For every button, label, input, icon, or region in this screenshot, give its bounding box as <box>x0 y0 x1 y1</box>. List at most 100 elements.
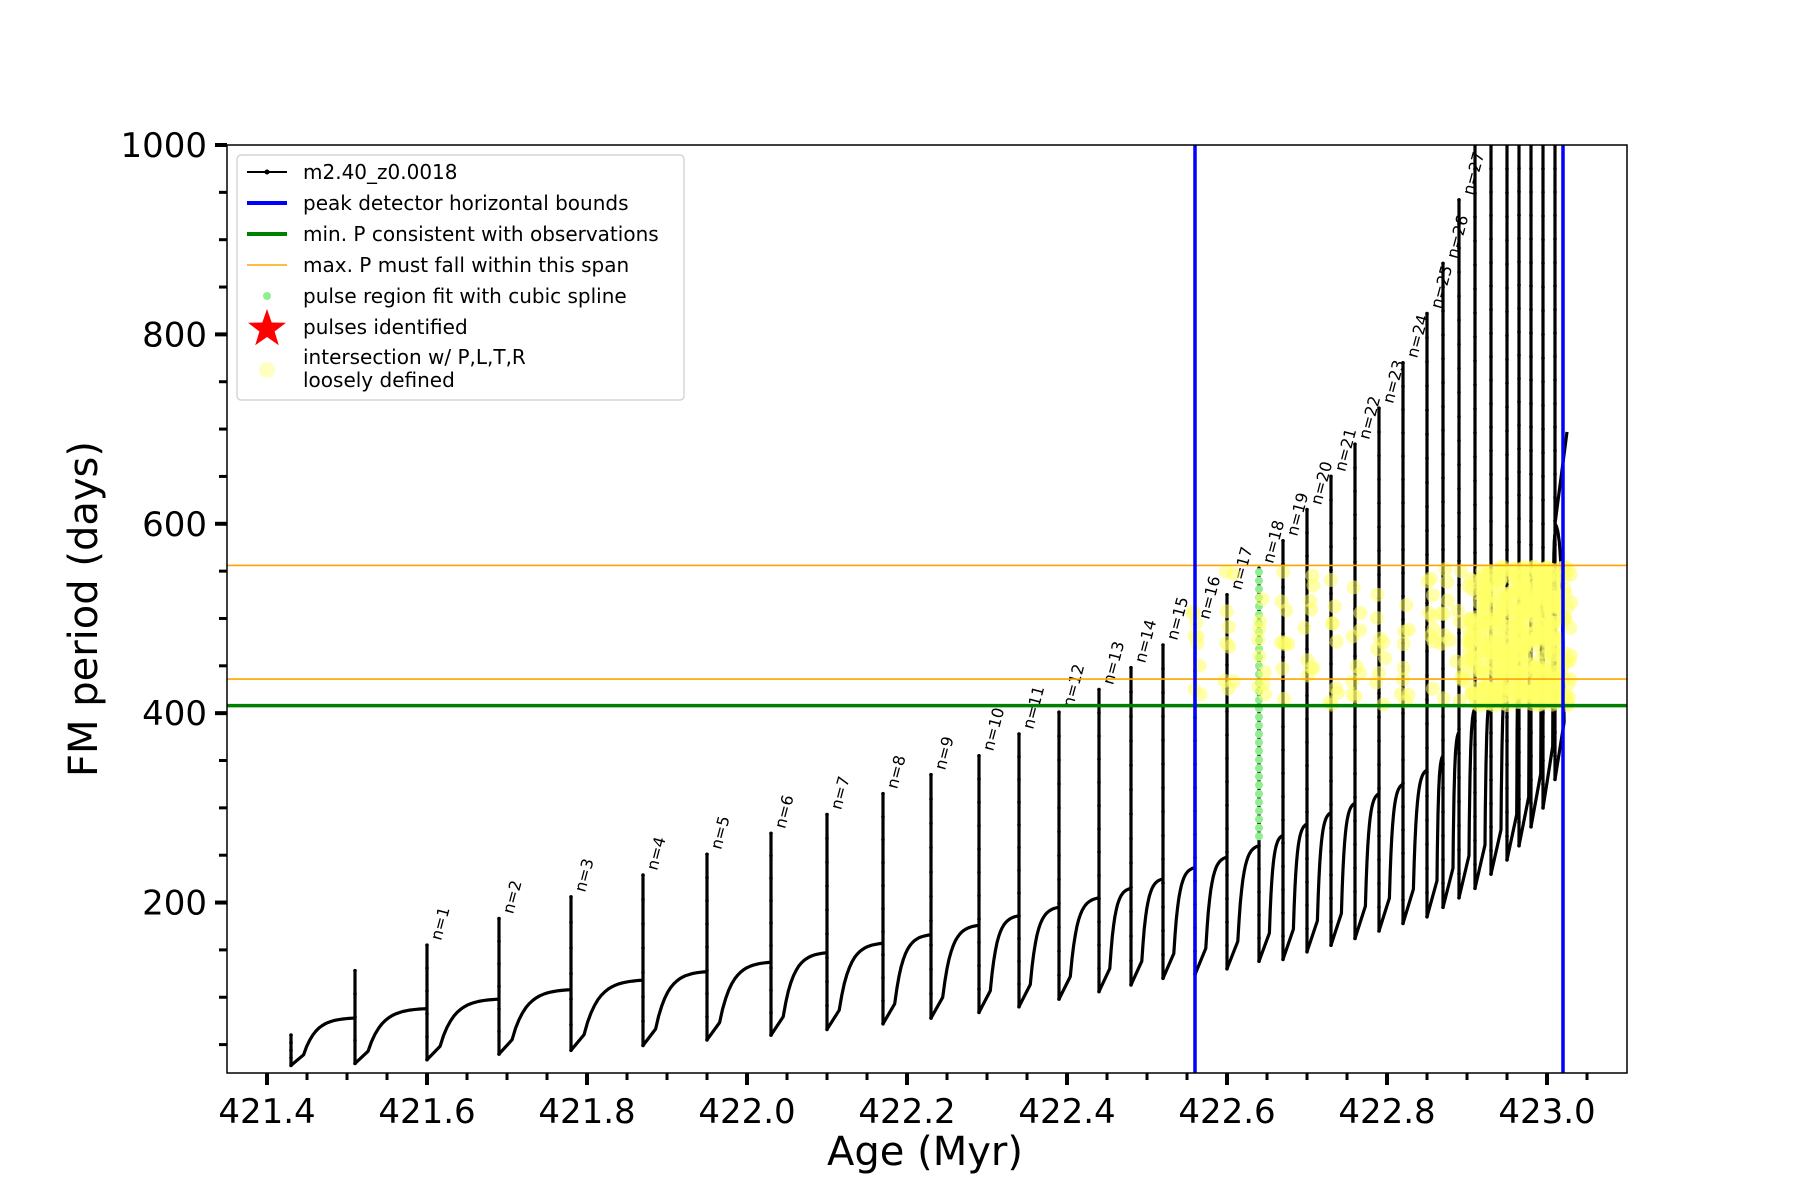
series-marker <box>1517 376 1521 381</box>
series-marker <box>1489 449 1493 453</box>
series-marker <box>1305 810 1309 814</box>
series-marker <box>1129 861 1133 865</box>
series-marker <box>977 1010 981 1015</box>
series-marker <box>705 875 709 880</box>
series-marker <box>1097 943 1101 947</box>
series-marker <box>1377 406 1381 411</box>
series-marker <box>1129 739 1133 743</box>
series-marker <box>1425 528 1429 533</box>
intersection-point <box>1460 675 1475 690</box>
series-marker <box>881 791 885 796</box>
series-marker <box>977 894 981 898</box>
series-marker <box>1457 414 1461 419</box>
series-marker <box>497 939 501 943</box>
series-marker <box>1473 430 1477 435</box>
series-marker <box>1529 825 1533 829</box>
series-marker <box>977 963 981 968</box>
series-marker <box>1441 309 1445 313</box>
series-marker <box>1457 462 1461 467</box>
series-marker <box>1529 472 1533 476</box>
series-marker <box>1305 507 1309 512</box>
series-marker <box>1517 236 1521 241</box>
series-marker <box>1377 549 1381 553</box>
series-marker <box>1541 427 1545 431</box>
series-marker <box>425 966 429 970</box>
series-marker <box>1305 763 1309 768</box>
series-marker <box>705 1014 709 1019</box>
legend-swatch-circle <box>259 362 275 378</box>
intersection-point <box>1530 654 1545 669</box>
series-marker <box>1489 801 1493 806</box>
series-marker <box>1425 553 1429 557</box>
series-marker <box>1553 284 1557 288</box>
spline-point <box>1255 730 1263 738</box>
intersection-point <box>1219 604 1234 619</box>
series-marker <box>1529 495 1533 500</box>
axes: 421.4 421.6 421.8 422.0 422.2 422.4 422.6 422.8… <box>120 126 1595 1132</box>
series-marker <box>1541 166 1545 171</box>
intersection-point <box>1508 611 1523 626</box>
series-marker <box>1489 190 1493 194</box>
series-marker <box>1305 531 1309 535</box>
intersection-point <box>1492 604 1507 619</box>
intersection-point <box>1345 674 1360 689</box>
series-marker <box>1305 950 1309 954</box>
series-marker <box>1517 773 1521 778</box>
intersection-point <box>1251 632 1266 647</box>
series-marker <box>1225 593 1229 597</box>
intersection-point <box>1257 665 1272 680</box>
series-marker <box>569 971 573 976</box>
series-marker <box>1457 342 1461 347</box>
series-marker <box>1541 735 1545 739</box>
series-marker <box>1553 495 1557 500</box>
series-marker <box>1529 166 1533 171</box>
series-marker <box>1517 540 1521 544</box>
series-marker <box>1353 913 1357 917</box>
series-marker <box>1281 632 1285 636</box>
series-marker <box>929 797 933 801</box>
series-marker <box>1473 790 1477 795</box>
intersection-point <box>1440 574 1454 589</box>
series-marker <box>881 998 885 1003</box>
spline-point <box>1255 764 1263 773</box>
series-marker <box>1529 378 1533 382</box>
series-marker <box>1281 887 1285 892</box>
series-marker <box>641 1043 645 1048</box>
series-marker <box>1457 823 1461 828</box>
series-marker <box>1473 191 1477 195</box>
series-marker <box>1377 430 1381 434</box>
series-marker <box>1057 782 1061 786</box>
series-marker <box>1457 896 1461 900</box>
series-marker <box>1505 214 1509 219</box>
intersection-point <box>1477 696 1492 711</box>
series-marker <box>1329 849 1333 854</box>
series-marker <box>1161 667 1165 671</box>
series-marker <box>1057 973 1061 977</box>
series-marker <box>1305 694 1309 698</box>
series-marker <box>1161 976 1165 981</box>
series-marker <box>1353 866 1357 870</box>
series-marker <box>1017 914 1021 918</box>
series-marker <box>1097 757 1101 761</box>
y-tick-label: 200 <box>142 884 207 924</box>
series-marker <box>1457 246 1461 250</box>
series-marker <box>1017 800 1021 804</box>
intersection-point <box>1533 617 1548 632</box>
intersection-point <box>1221 620 1236 634</box>
series-marker <box>1425 697 1429 702</box>
series-marker <box>1281 911 1285 915</box>
series-marker <box>1401 781 1405 785</box>
series-marker <box>1457 294 1461 299</box>
series-marker <box>1097 734 1101 738</box>
series-marker <box>641 1019 645 1023</box>
y-tick-label: 600 <box>142 505 207 545</box>
series-marker <box>1129 836 1133 841</box>
legend-label: loosely defined <box>303 368 455 392</box>
series-marker <box>1457 270 1461 274</box>
x-tick-label: 423.0 <box>1498 1092 1595 1132</box>
series-marker <box>1457 799 1461 804</box>
series-marker <box>1377 929 1381 933</box>
series-marker <box>425 943 429 947</box>
series-marker <box>289 1040 293 1045</box>
